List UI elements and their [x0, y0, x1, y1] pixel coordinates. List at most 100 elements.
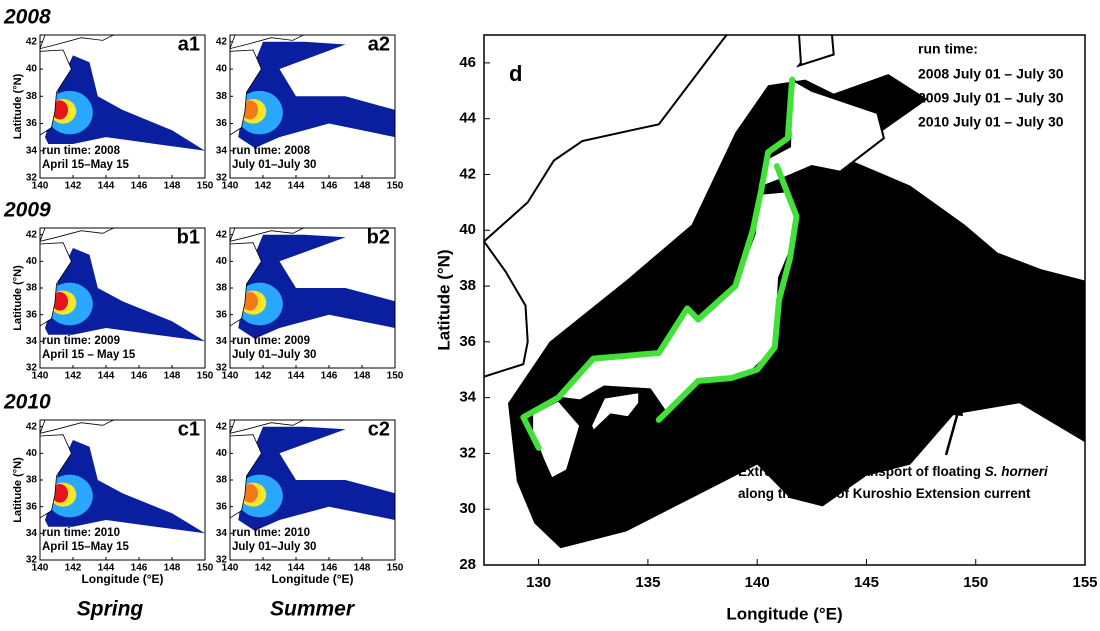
coastline — [230, 420, 305, 434]
y-tick-label: 34 — [216, 145, 228, 156]
coastline — [795, 35, 835, 68]
y-tick-label: 46 — [459, 54, 476, 71]
release-coast — [655, 163, 800, 423]
y-tick-label: 34 — [26, 145, 38, 156]
run-time-note: April 15–May 15 — [42, 159, 130, 171]
y-tick-label: 32 — [216, 173, 228, 184]
y-tick-label: 38 — [26, 475, 38, 486]
legend-item: 2008 July 01 – July 30 — [918, 66, 1064, 82]
y-tick-label: 42 — [26, 36, 38, 47]
y-tick-label: 30 — [459, 500, 476, 517]
column-caption: Summer — [270, 598, 356, 621]
annotation-part: along the front of Kuroshio Extension cu… — [738, 486, 1031, 501]
coastline — [590, 390, 641, 433]
y-tick-label: 44 — [459, 110, 476, 127]
y-axis-label: Latitude (°N) — [12, 457, 24, 523]
y-tick-label: 36 — [26, 501, 38, 512]
x-tick-label: 150 — [197, 371, 214, 382]
y-axis-label: Latitude (°N) — [434, 249, 453, 350]
run-time-note: run time: 2008 — [42, 145, 121, 157]
y-tick-label: 42 — [216, 36, 228, 47]
run-time-note: run time: 2008 — [232, 145, 311, 157]
x-tick-label: 144 — [288, 563, 305, 574]
plot-frame — [229, 34, 396, 179]
y-tick-label: 38 — [216, 283, 228, 294]
plot-frame — [229, 419, 396, 561]
y-tick-label: 32 — [459, 444, 476, 461]
x-tick-label: 130 — [526, 574, 551, 591]
map-area — [230, 228, 395, 339]
column-caption: Spring — [77, 598, 144, 621]
y-tick-label: 36 — [26, 118, 38, 129]
y-tick-label: 36 — [26, 309, 38, 320]
x-axis-label: Longitude (°E) — [271, 572, 353, 586]
legend-title: run time: — [918, 41, 978, 57]
y-tick-label: 40 — [26, 256, 38, 267]
coastline — [230, 434, 262, 519]
coastline — [230, 242, 262, 327]
map-area — [230, 420, 395, 531]
y-tick-label: 42 — [216, 229, 228, 240]
coastline — [40, 434, 72, 519]
x-tick-label: 148 — [164, 181, 181, 192]
x-tick-label: 150 — [387, 371, 404, 382]
panel-label: a2 — [368, 33, 390, 55]
x-tick-label: 140 — [222, 181, 239, 192]
map-area — [40, 228, 205, 342]
x-tick-label: 148 — [354, 371, 371, 382]
map-area — [484, 35, 1085, 549]
y-tick-label: 40 — [26, 64, 38, 75]
x-tick-label: 140 — [32, 563, 49, 574]
plot-frame — [483, 34, 1086, 566]
y-axis-label: Latitude (°N) — [12, 265, 24, 331]
year-label: 2008 — [3, 6, 51, 29]
coastline — [40, 420, 115, 434]
transport-density — [508, 74, 1085, 549]
x-tick-label: 140 — [32, 371, 49, 382]
coastline — [40, 242, 72, 327]
coastline — [230, 35, 305, 50]
plot-frame — [39, 34, 206, 179]
x-tick-label: 144 — [288, 181, 305, 192]
x-tick-label: 150 — [197, 563, 214, 574]
year-label: 2010 — [3, 391, 51, 414]
y-tick-label: 32 — [216, 555, 228, 566]
x-tick-label: 140 — [32, 181, 49, 192]
y-tick-label: 34 — [459, 389, 476, 406]
x-tick-label: 155 — [1072, 574, 1097, 591]
panel-label: d — [509, 61, 522, 86]
x-tick-label: 150 — [387, 181, 404, 192]
y-tick-label: 40 — [26, 448, 38, 459]
y-tick-label: 42 — [26, 229, 38, 240]
y-tick-label: 36 — [216, 309, 228, 320]
coastline — [230, 228, 305, 242]
run-time-note: run time: 2009 — [232, 335, 310, 347]
y-tick-label: 42 — [216, 421, 228, 432]
x-tick-label: 142 — [255, 371, 272, 382]
x-tick-label: 144 — [288, 371, 305, 382]
coastline — [40, 228, 115, 242]
y-tick-label: 32 — [26, 555, 38, 566]
y-tick-label: 34 — [26, 528, 38, 539]
annotation: Extreme offshore transport of floating S… — [738, 464, 1048, 479]
plot-frame — [229, 227, 396, 369]
panel-label: b1 — [177, 226, 200, 248]
x-tick-label: 146 — [131, 563, 148, 574]
y-tick-label: 40 — [459, 221, 476, 238]
y-tick-label: 34 — [216, 336, 228, 347]
panel-label: c1 — [178, 418, 200, 440]
x-tick-label: 144 — [98, 371, 115, 382]
run-time-note: run time: 2010 — [42, 527, 120, 539]
y-tick-label: 38 — [459, 277, 476, 294]
panel-label: c2 — [368, 418, 390, 440]
x-tick-label: 150 — [387, 563, 404, 574]
run-time-note: July 01–July 30 — [232, 349, 316, 361]
x-tick-label: 144 — [98, 563, 115, 574]
y-tick-label: 38 — [26, 91, 38, 102]
panel-label: b2 — [367, 226, 390, 248]
x-tick-label: 148 — [354, 563, 371, 574]
y-tick-label: 28 — [459, 556, 476, 573]
x-tick-label: 150 — [197, 181, 214, 192]
coastline — [230, 49, 262, 136]
x-tick-label: 146 — [321, 181, 338, 192]
